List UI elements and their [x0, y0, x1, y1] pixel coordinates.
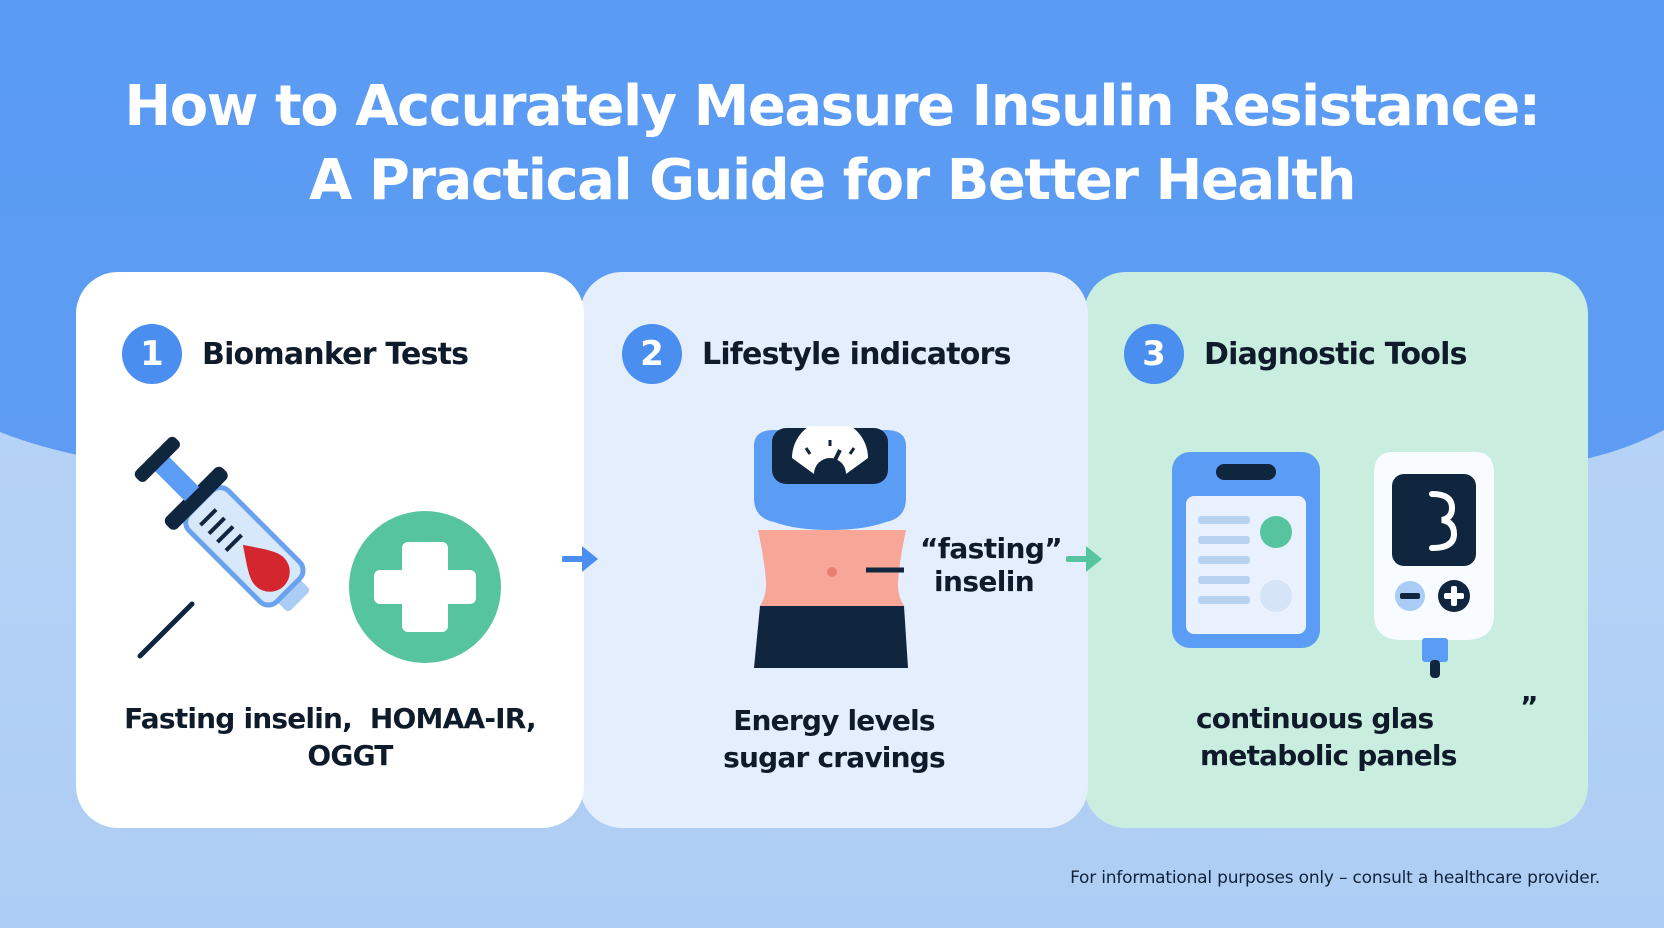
step-number-badge: 3 [1124, 324, 1184, 384]
syringe-icon [134, 436, 310, 659]
disclaimer-footer: For informational purposes only – consul… [1070, 868, 1600, 888]
caption-line-2: sugar cravings [723, 741, 945, 774]
caption-line-1: Energy levels [733, 704, 935, 737]
card-caption: Fasting inselin, HOMAA-IR, OGGT [76, 700, 584, 774]
card-biomarker-tests: 1 Biomanker Tests Fasting inselin, HOMAA… [76, 272, 584, 828]
arrow-right-icon [1066, 546, 1102, 572]
card-title: Lifestyle indicators [702, 336, 1011, 372]
glucose-monitor-icon [1374, 452, 1494, 678]
annotation-label: “fasting” inselin [920, 532, 1063, 598]
caption-line-2: OGGT [307, 739, 393, 772]
caption-line-1: Fasting inselin, HOMAA-IR, [124, 702, 537, 735]
card-header: 2 Lifestyle indicators [622, 324, 1011, 384]
card-caption: continuous glas metabolic panels [1196, 700, 1457, 774]
card-diagnostic-tools: 3 Diagnostic Tools continuous glas metab… [1084, 272, 1588, 828]
annotation-line-1: “fasting” [920, 532, 1063, 565]
title-line-2: A Practical Guide for Better Health [309, 148, 1356, 213]
waist-icon [754, 530, 908, 668]
card-title: Biomanker Tests [202, 336, 469, 372]
page-title: How to Accurately Measure Insulin Resist… [0, 70, 1664, 218]
title-line-1: How to Accurately Measure Insulin Resist… [124, 74, 1541, 139]
caption-line-2: metabolic panels [1200, 739, 1457, 772]
clipboard-icon [1172, 452, 1320, 648]
card-header: 1 Biomanker Tests [122, 324, 469, 384]
stray-quote-mark: ” [1520, 690, 1539, 723]
card-caption: Energy levels sugar cravings [580, 702, 1088, 776]
scale-icon [754, 426, 906, 530]
annotation-line-2: inselin [934, 565, 1035, 598]
card-title: Diagnostic Tools [1204, 336, 1467, 372]
arrow-right-icon [562, 546, 598, 572]
card-header: 3 Diagnostic Tools [1124, 324, 1467, 384]
caption-line-1: continuous glas [1196, 702, 1434, 735]
card-lifestyle-indicators: 2 Lifestyle indicators “fasting” inselin… [580, 272, 1088, 828]
step-number-badge: 2 [622, 324, 682, 384]
medical-cross-icon [349, 511, 501, 663]
step-number-badge: 1 [122, 324, 182, 384]
